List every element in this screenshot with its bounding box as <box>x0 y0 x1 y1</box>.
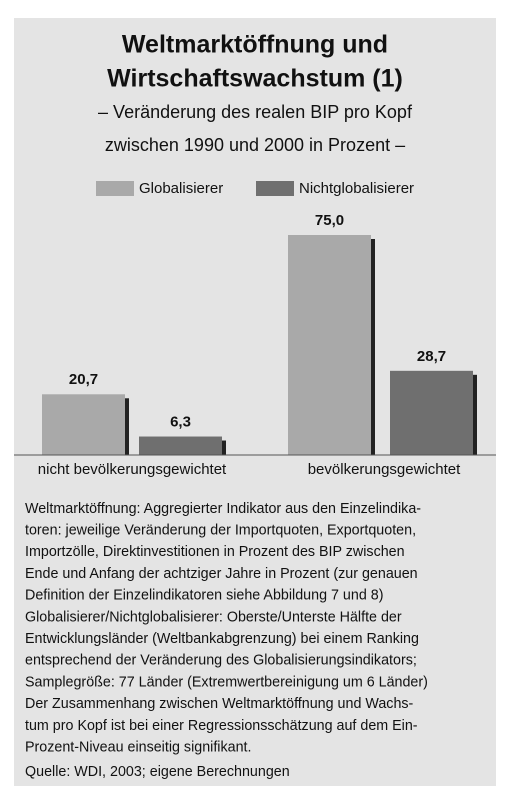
source: Quelle: WDI, 2003; eigene Berechnungen <box>25 764 290 780</box>
value-label: 28,7 <box>417 348 446 365</box>
note-line: Definition der Einzelindikatoren siehe A… <box>25 588 383 604</box>
note-line: entsprechend der Veränderung des Globali… <box>25 653 417 669</box>
legend-label: Nichtglobalisierer <box>299 180 414 197</box>
note-line: Weltmarktöffnung: Aggregierter Indikator… <box>25 501 421 517</box>
legend-swatch <box>96 181 134 196</box>
bar <box>139 436 222 455</box>
value-label: 20,7 <box>69 371 98 388</box>
note-line: Globalisierer/Nichtglobalisierer: Oberst… <box>25 609 402 625</box>
note-line: Prozent-Niveau einseitig signifikant. <box>25 739 251 755</box>
value-label: 75,0 <box>315 212 344 229</box>
legend-label: Globalisierer <box>139 180 223 197</box>
note-line: tum pro Kopf ist bei einer Regressionssc… <box>25 718 418 734</box>
note-line: Ende und Anfang der achtziger Jahre in P… <box>25 566 418 582</box>
bar <box>42 394 125 455</box>
chart-title: Wirtschaftswachstum (1) <box>107 65 403 93</box>
x-tick-label: bevölkerungsgewichtet <box>308 461 461 478</box>
note-line: Importzölle, Direktinvestitionen in Proz… <box>25 544 405 560</box>
note-line: Entwicklungsländer (Weltbankabgrenzung) … <box>25 631 419 647</box>
bar <box>288 235 371 455</box>
x-tick-label: nicht bevölkerungsgewichtet <box>38 461 227 478</box>
legend-swatch <box>256 181 294 196</box>
note-line: Samplegröße: 77 Länder (Extremwertberein… <box>25 674 428 690</box>
chart-title: Weltmarktöffnung und <box>122 31 388 59</box>
value-label: 6,3 <box>170 413 191 430</box>
note-line: Der Zusammenhang zwischen Weltmarktöffnu… <box>25 696 414 712</box>
bar <box>390 370 473 455</box>
chart-subtitle: zwischen 1990 und 2000 in Prozent – <box>105 135 405 155</box>
note-line: toren: jeweilige Veränderung der Importq… <box>25 522 416 538</box>
chart-subtitle: – Veränderung des realen BIP pro Kopf <box>98 102 413 122</box>
